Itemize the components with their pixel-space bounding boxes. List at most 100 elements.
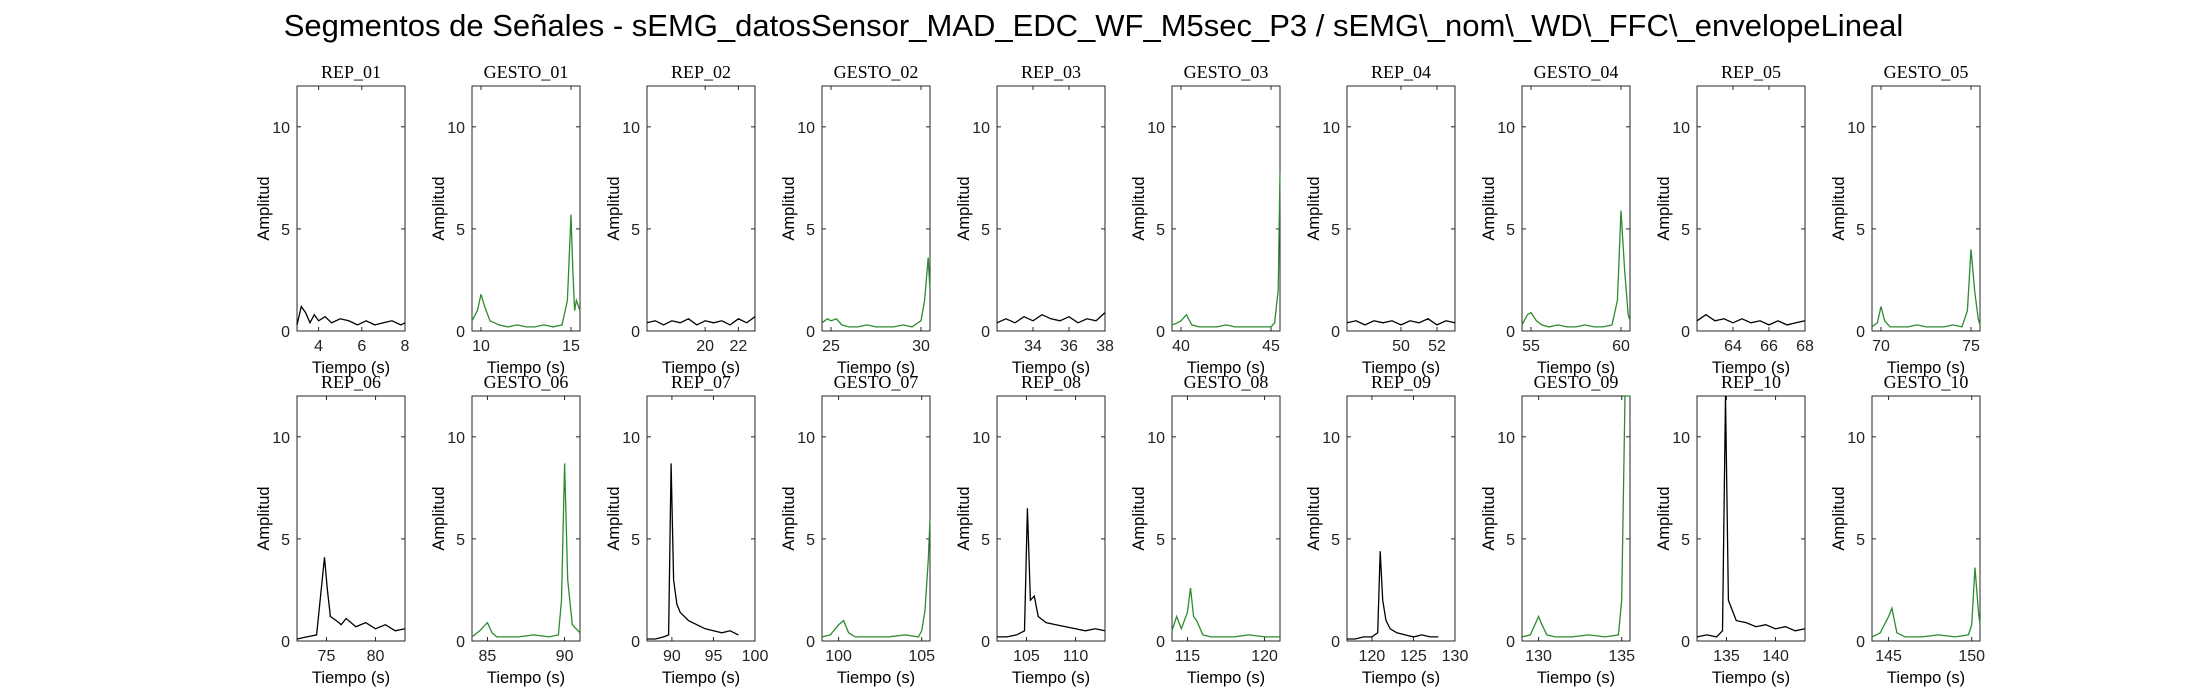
- x-axis-label: Tiempo (s): [312, 359, 390, 377]
- y-axis-label: Amplitud: [1480, 176, 1498, 240]
- x-tick-label: 70: [1872, 338, 1890, 355]
- subplot-gesto-08: 0 5 10 115 120 GESTO_08 Tiempo (s) Amplitud: [1130, 372, 1281, 687]
- x-tick-label: 20: [696, 338, 714, 355]
- y-tick-label: 5: [806, 532, 815, 549]
- axes-box: [1346, 395, 1456, 642]
- y-axis-label: Amplitud: [780, 176, 798, 240]
- x-tick-label: 150: [1958, 648, 1985, 665]
- y-tick-label: 10: [1672, 430, 1690, 447]
- axes-box: [471, 85, 581, 332]
- y-tick-label: 10: [1147, 120, 1165, 137]
- x-tick-label: 130: [1442, 648, 1469, 665]
- y-axis-label: Amplitud: [430, 486, 448, 550]
- y-axis-label: Amplitud: [1830, 176, 1848, 240]
- x-tick-label: 115: [1175, 648, 1201, 665]
- y-tick-label: 0: [1156, 634, 1165, 651]
- x-axis-label: Tiempo (s): [487, 359, 565, 377]
- subplot-title: REP_04: [1371, 62, 1431, 82]
- y-tick-label: 5: [1331, 222, 1340, 239]
- y-tick-label: 0: [1681, 324, 1690, 341]
- y-tick-label: 10: [1322, 120, 1340, 137]
- y-tick-label: 10: [1147, 430, 1165, 447]
- subplot-title: GESTO_10: [1884, 372, 1969, 392]
- x-tick-label: 95: [705, 648, 723, 665]
- subplot-rep-08: 0 5 10 105 110 REP_08 Tiempo (s) Amplitud: [955, 372, 1106, 687]
- axes-box: [996, 85, 1106, 332]
- axes-box: [296, 395, 406, 642]
- subplot-rep-04: 0 5 10 50 52 REP_04 Tiempo (s) Amplitud: [1305, 62, 1456, 377]
- x-tick-label: 110: [1063, 648, 1089, 665]
- subplot-title: REP_02: [671, 62, 731, 82]
- x-tick-label: 135: [1713, 648, 1740, 665]
- subplot-title: GESTO_08: [1184, 372, 1269, 392]
- x-tick-label: 34: [1024, 338, 1042, 355]
- y-tick-label: 10: [272, 120, 290, 137]
- y-tick-label: 0: [1331, 634, 1340, 651]
- series-line: [296, 557, 406, 640]
- axes-box: [646, 85, 756, 332]
- y-tick-label: 0: [631, 324, 640, 341]
- subplot-title: GESTO_05: [1884, 62, 1969, 82]
- y-axis-label: Amplitud: [605, 486, 623, 550]
- subplot-rep-06: 0 5 10 75 80 REP_06 Tiempo (s) Amplitud: [255, 372, 406, 687]
- x-axis-label: Tiempo (s): [662, 669, 740, 687]
- x-axis-label: Tiempo (s): [837, 669, 915, 687]
- x-tick-label: 75: [1962, 338, 1980, 355]
- y-tick-label: 5: [456, 532, 465, 549]
- y-axis-label: Amplitud: [1655, 176, 1673, 240]
- subplot-title: GESTO_01: [484, 62, 569, 82]
- subplot-rep-02: 0 5 10 20 22 REP_02 Tiempo (s) Amplitud: [605, 62, 756, 377]
- x-tick-label: 105: [908, 648, 935, 665]
- subplot-gesto-04: 0 5 10 55 60 GESTO_04 Tiempo (s) Amplitud: [1480, 62, 1631, 377]
- series-line: [1871, 567, 1981, 638]
- x-tick-label: 55: [1522, 338, 1540, 355]
- subplot-gesto-02: 0 5 10 25 30 GESTO_02 Tiempo (s) Amplitud: [780, 62, 931, 377]
- subplot-title: REP_09: [1371, 372, 1431, 392]
- y-tick-label: 10: [797, 120, 815, 137]
- subplot-title: REP_06: [321, 372, 381, 392]
- y-tick-label: 0: [1856, 634, 1865, 651]
- subplot-title: GESTO_04: [1534, 62, 1619, 82]
- x-axis-label: Tiempo (s): [1187, 359, 1265, 377]
- y-axis-label: Amplitud: [255, 486, 273, 550]
- subplot-gesto-06: 0 5 10 85 90 GESTO_06 Tiempo (s) Amplitud: [430, 372, 581, 687]
- subplot-title: GESTO_09: [1534, 372, 1619, 392]
- figure-title: Segmentos de Señales - sEMG_datosSensor_…: [283, 8, 1904, 43]
- x-tick-label: 52: [1428, 338, 1446, 355]
- y-axis-label: Amplitud: [1655, 486, 1673, 550]
- x-axis-label: Tiempo (s): [662, 359, 740, 377]
- x-tick-label: 140: [1762, 648, 1789, 665]
- x-tick-label: 40: [1172, 338, 1190, 355]
- y-tick-label: 5: [631, 222, 640, 239]
- axes-box: [1521, 395, 1631, 642]
- y-tick-label: 5: [281, 222, 290, 239]
- y-tick-label: 5: [1856, 222, 1865, 239]
- y-tick-label: 5: [631, 532, 640, 549]
- y-tick-label: 5: [281, 532, 290, 549]
- y-tick-label: 0: [1856, 324, 1865, 341]
- axes-box: [821, 395, 931, 642]
- series-line: [1521, 395, 1630, 638]
- y-tick-label: 10: [272, 430, 290, 447]
- y-tick-label: 0: [281, 324, 290, 341]
- subplot-title: REP_10: [1721, 372, 1781, 392]
- y-tick-label: 5: [1156, 222, 1165, 239]
- y-axis-label: Amplitud: [430, 176, 448, 240]
- x-axis-label: Tiempo (s): [1012, 359, 1090, 377]
- axes-box: [1171, 395, 1281, 642]
- axes-box: [996, 395, 1106, 642]
- subplot-rep-01: 0 5 10 4 6 8 REP_01 Tiempo (s) Amplitud: [255, 62, 410, 377]
- x-tick-label: 85: [479, 648, 497, 665]
- series-line: [1696, 313, 1806, 326]
- series-line: [1521, 210, 1631, 328]
- axes-box: [1871, 395, 1981, 642]
- y-tick-label: 5: [456, 222, 465, 239]
- x-tick-label: 60: [1612, 338, 1630, 355]
- subplot-title: GESTO_06: [484, 372, 569, 392]
- axes-box: [646, 395, 756, 642]
- subplot-title: REP_08: [1021, 372, 1081, 392]
- x-axis-label: Tiempo (s): [1887, 359, 1965, 377]
- axes-box: [1696, 85, 1806, 332]
- subplot-title: REP_05: [1721, 62, 1781, 82]
